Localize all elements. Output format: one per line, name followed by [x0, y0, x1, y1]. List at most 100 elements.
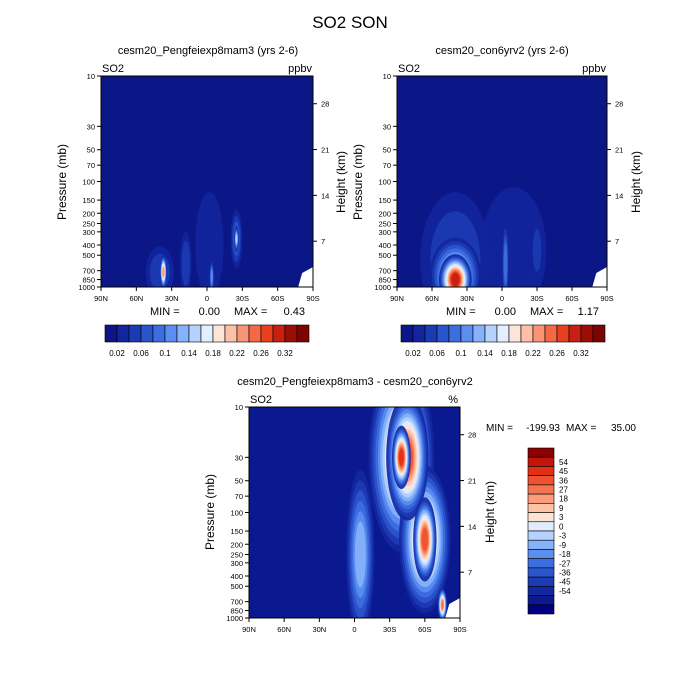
- panel-right-colorbar: 0.02 0.06 0.1 0.14 0.18 0.22 0.26 0.32: [400, 324, 606, 358]
- y-right-tick-label: 28: [468, 431, 476, 440]
- colorbar-swatch: [532, 324, 546, 343]
- x-tick-label: 0: [500, 294, 504, 303]
- y-tick-label: 700: [230, 598, 243, 607]
- colorbar-swatch: [484, 324, 498, 343]
- y-tick-label: 250: [378, 219, 391, 228]
- colorbar-label: 0.32: [573, 349, 589, 358]
- panel-diff-plot-area: [249, 407, 460, 618]
- x-tick-label: 60S: [418, 625, 431, 634]
- y-tick-label: 100: [378, 178, 391, 187]
- colorbar-label: 0.18: [501, 349, 517, 358]
- colorbar-swatch: [527, 503, 555, 513]
- panel-left-max-value: 0.43: [284, 306, 305, 318]
- y-right-tick-label: 7: [468, 568, 472, 577]
- contour-level: [503, 242, 508, 285]
- contour-level: [149, 253, 171, 287]
- panel-left-ylabel-right: Height (km): [334, 151, 348, 213]
- panel-left-ylabel: Pressure (mb): [55, 144, 69, 220]
- colorbar-label: 0.26: [253, 349, 269, 358]
- x-tick-label: 60S: [271, 294, 284, 303]
- colorbar-swatch: [544, 324, 558, 343]
- y-tick-label: 10: [235, 403, 243, 412]
- colorbar-swatch: [164, 324, 178, 343]
- panel-diff-title: cesm20_Pengfeiexp8mam3 - cesm20_con6yrv2: [237, 376, 472, 388]
- panel-diff-variable: SO2: [250, 394, 272, 406]
- panel-diff-max-value: 35.00: [611, 423, 636, 434]
- colorbar-swatch: [472, 324, 486, 343]
- panel-diff-units: %: [448, 394, 458, 406]
- panel-right-max-value: 1.17: [578, 306, 599, 318]
- y-right-tick-label: 14: [468, 522, 476, 531]
- y-tick-label: 30: [87, 122, 95, 131]
- topography-mask: [298, 267, 313, 287]
- panel-right-ylabel: Pressure (mb): [351, 144, 365, 220]
- y-right-tick-label: 7: [321, 237, 325, 246]
- colorbar-swatch: [527, 521, 555, 532]
- panel-right-max-label: MAX =: [530, 306, 563, 318]
- colorbar-label: 0.22: [229, 349, 245, 358]
- colorbar-label: 0.14: [477, 349, 493, 358]
- y-right-tick-label: 21: [615, 146, 623, 155]
- colorbar-swatch: [527, 595, 555, 606]
- colorbar-label: -18: [559, 550, 571, 559]
- colorbar-label: 3: [559, 513, 564, 522]
- colorbar-swatch: [568, 324, 582, 343]
- y-tick-label: 500: [82, 251, 95, 260]
- colorbar-label: 0.22: [525, 349, 541, 358]
- y-tick-label: 50: [235, 477, 243, 486]
- y-tick-label: 850: [82, 276, 95, 285]
- y-tick-label: 10: [87, 72, 95, 81]
- panel-left-y-right-axis: 28 21 14 7: [313, 100, 329, 246]
- colorbar-swatch: [224, 324, 238, 343]
- y-tick-label: 300: [378, 228, 391, 237]
- colorbar-label: 0.06: [133, 349, 149, 358]
- colorbar-swatch: [496, 324, 510, 343]
- colorbar-swatch: [527, 493, 555, 504]
- x-tick-label: 90S: [600, 294, 613, 303]
- y-tick-label: 150: [230, 527, 243, 536]
- y-tick-label: 400: [230, 572, 243, 581]
- y-right-tick-label: 14: [615, 191, 623, 200]
- colorbar-label: -27: [559, 559, 571, 568]
- panel-left-title: cesm20_Pengfeiexp8mam3 (yrs 2-6): [118, 45, 298, 57]
- colorbar-swatch: [527, 604, 555, 615]
- y-tick-label: 200: [230, 540, 243, 549]
- y-tick-label: 10: [383, 72, 391, 81]
- x-tick-label: 90S: [306, 294, 319, 303]
- y-tick-label: 50: [87, 146, 95, 155]
- x-tick-label: 90S: [453, 625, 466, 634]
- y-tick-label: 850: [230, 607, 243, 616]
- colorbar-swatch: [592, 324, 606, 343]
- y-right-tick-label: 28: [321, 100, 329, 109]
- colorbar-label: -3: [559, 532, 567, 541]
- colorbar-label: -45: [559, 578, 571, 587]
- panel-right-units: ppbv: [582, 63, 606, 75]
- y-tick-label: 70: [87, 161, 95, 170]
- y-tick-label: 30: [383, 122, 391, 131]
- colorbar-swatch: [527, 549, 555, 559]
- contour-level: [195, 192, 224, 287]
- y-tick-label: 100: [230, 509, 243, 518]
- colorbar-label: 0.14: [181, 349, 197, 358]
- panel-diff-min-label: MIN =: [486, 423, 513, 434]
- x-tick-label: 90N: [390, 294, 404, 303]
- colorbar-label: 0.26: [549, 349, 565, 358]
- panel-diff-y-right-axis: 28 21 14 7: [460, 431, 476, 577]
- colorbar-label: 0.1: [455, 349, 467, 358]
- colorbar-label: 0.02: [109, 349, 125, 358]
- colorbar-swatch: [527, 530, 555, 541]
- y-right-tick-label: 14: [321, 191, 329, 200]
- y-tick-label: 1000: [374, 283, 391, 292]
- colorbar-label: 0.06: [429, 349, 445, 358]
- colorbar-label: 45: [559, 467, 568, 476]
- colorbar-swatch: [424, 324, 438, 343]
- colorbar-label: 18: [559, 495, 568, 504]
- panel-left-plot-area: [101, 76, 313, 287]
- colorbar-swatch: [527, 539, 555, 550]
- y-tick-label: 500: [378, 251, 391, 260]
- colorbar-label: 9: [559, 504, 564, 513]
- colorbar-swatch: [412, 324, 426, 343]
- panel-left-min-label: MIN =: [150, 306, 180, 318]
